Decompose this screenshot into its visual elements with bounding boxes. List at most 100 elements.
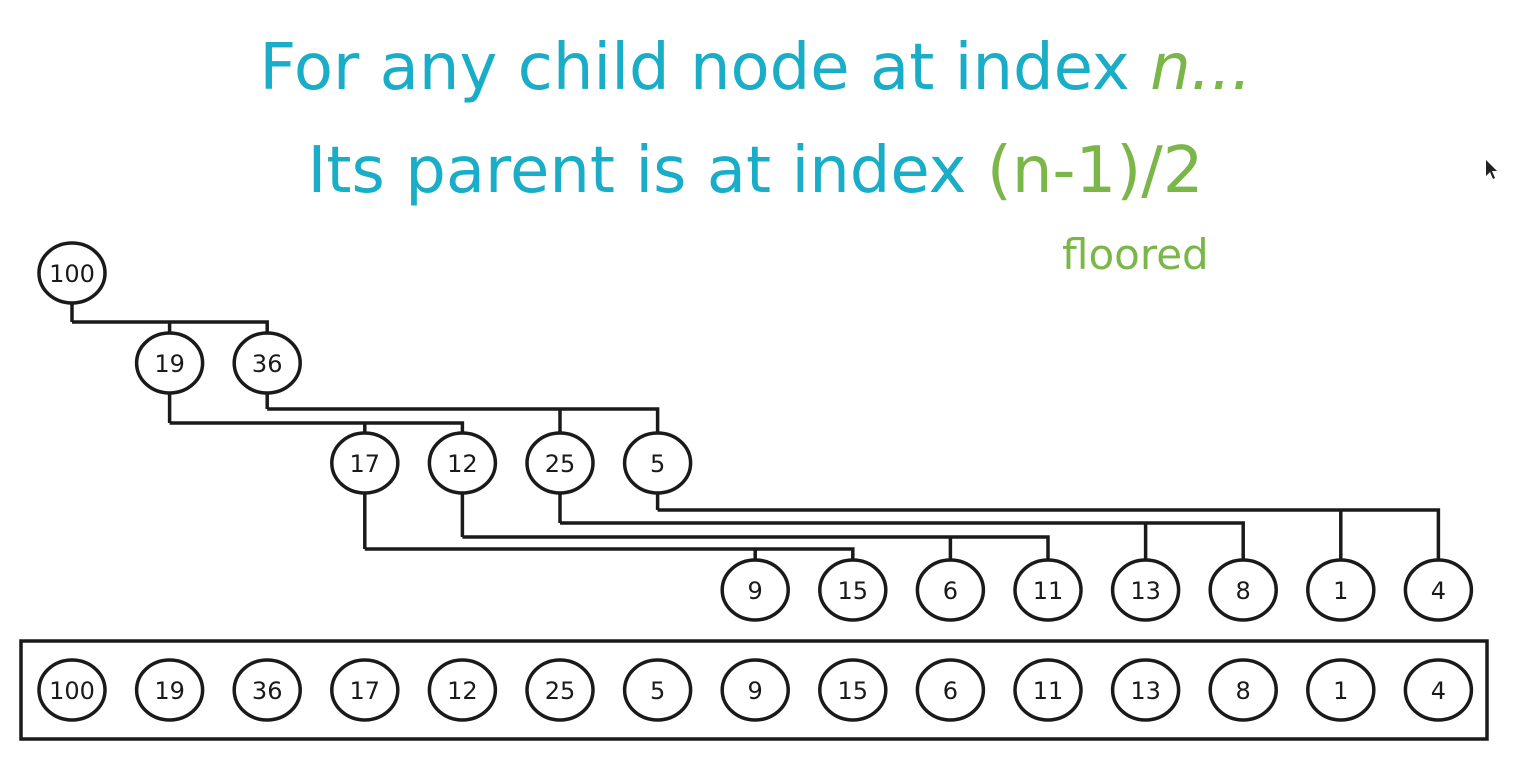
tree-node-circle <box>915 558 986 622</box>
array-node-label: 15 <box>838 677 869 705</box>
floored-note: floored <box>1062 230 1209 279</box>
array-node-circle <box>1403 658 1474 722</box>
tree-node-label: 11 <box>1033 577 1064 605</box>
array-node: 100 <box>37 658 107 722</box>
array-node-circle <box>37 658 107 722</box>
tree-node: 19 <box>134 331 205 395</box>
tree-node: 100 <box>37 241 107 305</box>
tree-node: 15 <box>818 558 888 622</box>
title-variable-n: n... <box>1150 31 1252 105</box>
tree-node-circle <box>427 431 498 495</box>
array-node: 19 <box>134 658 205 722</box>
array-node-label: 6 <box>943 677 958 705</box>
tree-node: 25 <box>525 431 595 495</box>
array-node-circle <box>915 658 986 722</box>
array-node: 8 <box>1208 658 1278 722</box>
array-node-circle <box>720 658 790 722</box>
array-node-circle <box>1306 658 1376 722</box>
title-line-2-text: Its parent is at index <box>307 134 987 208</box>
tree-node: 36 <box>232 331 302 395</box>
array-node-label: 11 <box>1033 677 1064 705</box>
tree-node-circle <box>37 241 107 305</box>
tree-nodes: 100 19 36 17 12 25 5 9 15 6 11 13 8 1 4 <box>37 241 1474 622</box>
tree-node-label: 8 <box>1236 577 1251 605</box>
tree-edge <box>460 493 1050 560</box>
array-nodes: 100 19 36 17 12 25 5 9 15 6 11 13 8 1 4 <box>37 658 1474 722</box>
array-node-circle <box>1208 658 1278 722</box>
array-node: 4 <box>1403 658 1474 722</box>
tree-node-label: 13 <box>1130 577 1161 605</box>
tree-node-circle <box>232 331 302 395</box>
tree-node-circle <box>1013 558 1083 622</box>
tree-node-circle <box>330 431 400 495</box>
array-node-label: 13 <box>1130 677 1161 705</box>
array-node-label: 9 <box>748 677 763 705</box>
tree-edge <box>167 393 465 433</box>
tree-node-circle <box>525 431 595 495</box>
array-node-label: 25 <box>545 677 576 705</box>
array-node: 1 <box>1306 658 1376 722</box>
tree-node-circle <box>1306 558 1376 622</box>
tree-node-label: 9 <box>748 577 763 605</box>
tree-node-label: 12 <box>447 450 478 478</box>
array-node-label: 12 <box>447 677 478 705</box>
array-node: 12 <box>427 658 498 722</box>
tree-node-label: 100 <box>49 260 95 288</box>
tree-node-circle <box>1208 558 1278 622</box>
array-node: 6 <box>915 658 986 722</box>
tree-node-circle <box>622 431 693 495</box>
array-node-label: 1 <box>1333 677 1348 705</box>
array-node-circle <box>330 658 400 722</box>
array-node-label: 8 <box>1236 677 1251 705</box>
array-node: 15 <box>818 658 888 722</box>
parent-index-formula: (n-1)/2 <box>986 134 1204 208</box>
tree-node: 17 <box>330 431 400 495</box>
title-line-1-text: For any child node at index <box>259 31 1151 105</box>
array-node-label: 100 <box>49 677 95 705</box>
tree-node-label: 15 <box>838 577 869 605</box>
array-node-label: 17 <box>350 677 381 705</box>
tree-node-label: 5 <box>650 450 665 478</box>
tree-edges <box>70 303 1441 560</box>
mouse-cursor-icon <box>1486 160 1497 179</box>
tree-edge <box>363 493 855 560</box>
array-node-label: 19 <box>154 677 185 705</box>
tree-node-circle <box>1110 558 1181 622</box>
tree-node-circle <box>818 558 888 622</box>
tree-node-circle <box>134 331 205 395</box>
tree-node: 6 <box>915 558 986 622</box>
tree-node-label: 6 <box>943 577 958 605</box>
tree-node-label: 4 <box>1431 577 1446 605</box>
array-node: 13 <box>1110 658 1181 722</box>
array-node-circle <box>232 658 302 722</box>
tree-edge <box>265 393 660 433</box>
array-node-label: 36 <box>252 677 283 705</box>
tree-node: 8 <box>1208 558 1278 622</box>
tree-edge <box>558 493 1245 560</box>
array-node-circle <box>134 658 205 722</box>
array-node-label: 4 <box>1431 677 1446 705</box>
array-node: 25 <box>525 658 595 722</box>
title-line-1: For any child node at index n... <box>0 36 1523 100</box>
tree-node-circle <box>720 558 790 622</box>
tree-node-label: 25 <box>545 450 576 478</box>
tree-node: 5 <box>622 431 693 495</box>
tree-node: 1 <box>1306 558 1376 622</box>
array-node-circle <box>525 658 595 722</box>
array-node: 5 <box>622 658 693 722</box>
array-node: 11 <box>1013 658 1083 722</box>
array-node: 36 <box>232 658 302 722</box>
array-node-circle <box>1013 658 1083 722</box>
array-node-label: 5 <box>650 677 665 705</box>
tree-node-label: 19 <box>154 350 185 378</box>
array-node-circle <box>427 658 498 722</box>
tree-edge <box>70 303 269 333</box>
tree-node-label: 17 <box>350 450 381 478</box>
title-line-2: Its parent is at index (n-1)/2 <box>0 139 1523 203</box>
tree-node: 12 <box>427 431 498 495</box>
array-container <box>19 639 1489 741</box>
tree-edge <box>655 493 1441 560</box>
tree-node: 13 <box>1110 558 1181 622</box>
array-node-circle <box>818 658 888 722</box>
